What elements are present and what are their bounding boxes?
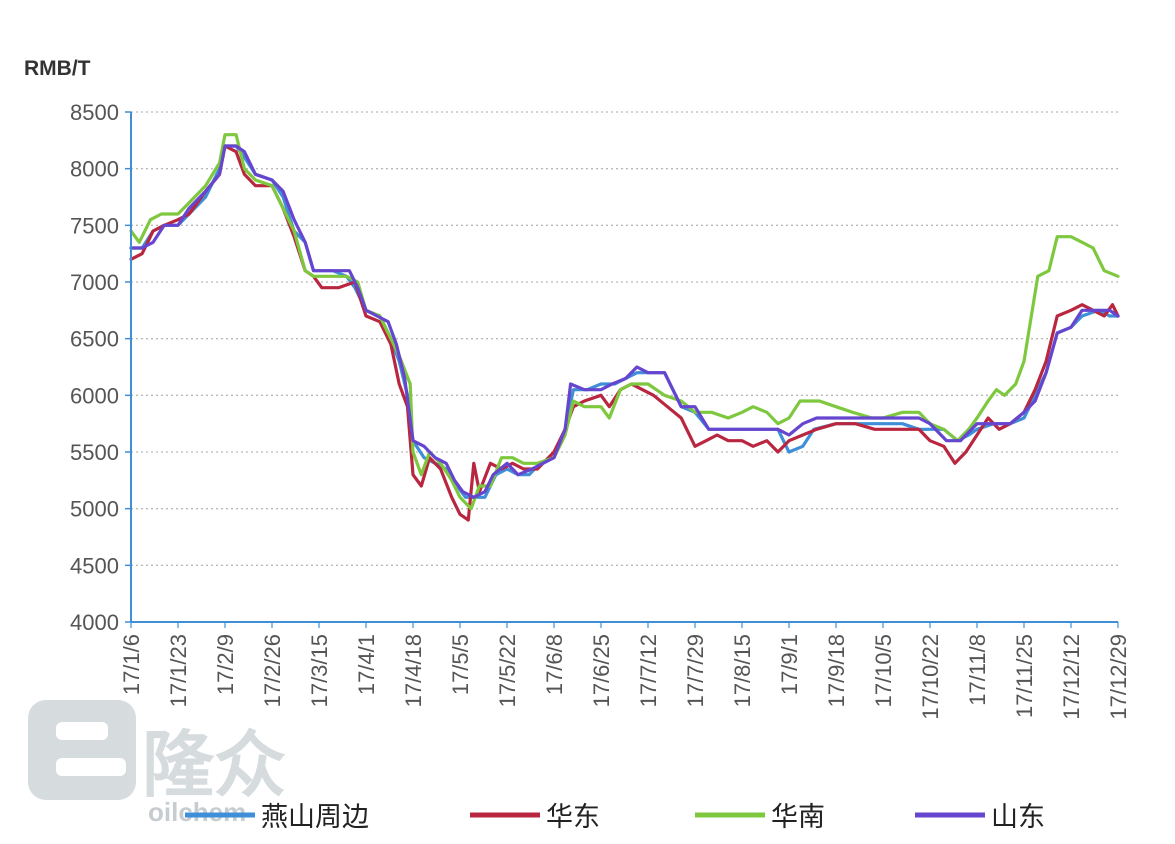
x-tick-label: 17/7/29 (683, 634, 708, 707)
series-lines (129, 133, 1120, 522)
x-tick-label: 17/2/9 (213, 634, 238, 695)
legend-item-2: 华东 (470, 802, 600, 833)
legend-label: 华南 (771, 802, 825, 833)
x-tick-label: 17/10/22 (918, 634, 943, 720)
legend-label: 华东 (546, 802, 600, 833)
x-tick-label: 17/9/1 (777, 634, 802, 695)
y-axis-unit-label: RMB/T (24, 57, 91, 80)
y-axis-ticks: 8500 8000 7500 7000 6500 6000 5500 5000 4500 4000 (70, 100, 131, 635)
y-tick-label: 4500 (70, 553, 119, 578)
legend-item-3: 华南 (695, 802, 825, 833)
y-tick-label: 7000 (70, 270, 119, 295)
x-tick-label: 17/1/6 (119, 634, 144, 695)
series-line-4 (129, 144, 1120, 499)
legend: 燕山周边 华东 华南 山东 (185, 802, 1045, 833)
watermark-brand-en: oilchem (148, 797, 246, 827)
x-axis-ticks: 17/1/6 17/1/23 17/2/9 17/2/26 17/3/15 17/4/1 1… (119, 622, 1131, 720)
y-tick-label: 8000 (70, 157, 119, 182)
x-tick-label: 17/9/18 (824, 634, 849, 707)
legend-label: 山东 (991, 802, 1045, 833)
x-tick-label: 17/4/18 (401, 634, 426, 707)
legend-item-1: 燕山周边 (185, 802, 369, 833)
oilchem-logo-icon (28, 700, 136, 800)
gridlines (131, 111, 1118, 566)
x-tick-label: 17/10/5 (871, 634, 896, 707)
x-tick-label: 17/6/8 (542, 634, 567, 695)
watermark-brand-cn: 隆众 (142, 723, 286, 807)
x-tick-label: 17/11/8 (965, 634, 990, 706)
legend-label: 燕山周边 (261, 802, 369, 833)
x-tick-label: 17/1/23 (166, 634, 191, 707)
y-tick-label: 4000 (70, 610, 119, 635)
x-tick-label: 17/12/29 (1106, 634, 1131, 720)
legend-item-4: 山东 (915, 802, 1045, 833)
x-tick-label: 17/5/22 (495, 634, 520, 707)
x-tick-label: 17/3/15 (307, 634, 332, 707)
axes (130, 112, 1118, 623)
y-tick-label: 5500 (70, 440, 119, 465)
x-tick-label: 17/8/15 (730, 634, 755, 707)
watermark: 隆众 oilchem (28, 700, 286, 827)
x-tick-label: 17/2/26 (260, 634, 285, 707)
x-tick-label: 17/4/1 (354, 634, 379, 695)
y-tick-label: 5000 (70, 497, 119, 522)
y-tick-label: 8500 (70, 100, 119, 125)
y-tick-label: 6500 (70, 327, 119, 352)
y-tick-label: 7500 (70, 213, 119, 238)
x-tick-label: 17/6/25 (589, 634, 614, 707)
x-tick-label: 17/11/25 (1012, 634, 1037, 718)
y-tick-label: 6000 (70, 383, 119, 408)
x-tick-label: 17/5/5 (448, 634, 473, 695)
x-tick-label: 17/7/12 (636, 634, 661, 707)
series-line-3 (129, 133, 1120, 511)
x-tick-label: 17/12/12 (1059, 634, 1084, 720)
